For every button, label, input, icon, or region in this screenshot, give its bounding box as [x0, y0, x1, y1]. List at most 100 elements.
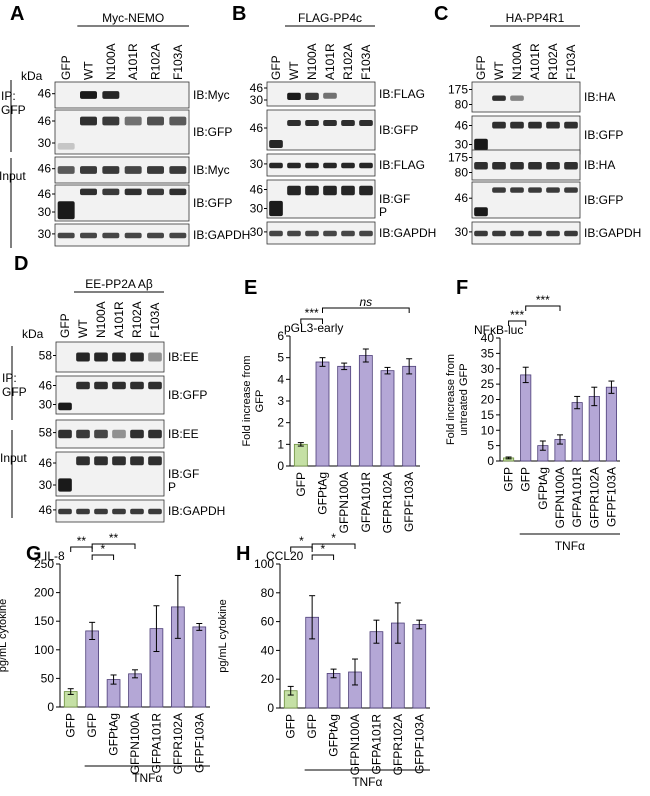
band: [102, 116, 120, 126]
blot-strip: [55, 451, 165, 497]
band: [510, 95, 524, 101]
significance-bracket: [508, 320, 527, 326]
band: [528, 230, 542, 237]
marker-label: 46: [38, 187, 52, 201]
band: [305, 162, 319, 169]
band: [124, 188, 142, 196]
lane-label: WT: [492, 61, 506, 80]
y-axis-label: Fold increase from: [241, 355, 253, 446]
lane-label: GFP: [59, 55, 73, 80]
band: [287, 162, 301, 169]
band: [76, 381, 90, 390]
ib-label: IB:GAPDH: [584, 226, 641, 240]
lane-label: GFP: [58, 313, 72, 338]
band: [528, 187, 542, 193]
band: [269, 230, 283, 237]
significance-label: ***: [305, 306, 319, 320]
ib-label: IB:Myc: [193, 88, 230, 102]
band: [112, 508, 126, 515]
y-tick-label: 80: [261, 586, 275, 600]
band: [305, 92, 319, 100]
lane-label: R102A: [341, 43, 355, 80]
x-tick-label: GFPN100A: [348, 714, 362, 775]
marker-label: 46: [250, 183, 264, 197]
band: [341, 185, 355, 196]
x-tick-label: GFPF103A: [412, 714, 426, 774]
band: [287, 185, 301, 196]
ib-label: IB:GF: [168, 467, 199, 481]
marker-label: 46: [39, 503, 53, 517]
band: [546, 121, 560, 129]
band: [546, 230, 560, 237]
x-tick-label: GFPF103A: [192, 713, 206, 773]
blot-strip: [55, 419, 165, 449]
marker-label: 30: [39, 478, 53, 492]
lane-label: WT: [82, 61, 96, 80]
significance-label: **: [77, 534, 87, 548]
ib-label: IB:GFP: [584, 193, 623, 207]
ib-label: IB:GAPDH: [379, 226, 436, 240]
x-tick-label: GFPtAg: [316, 472, 330, 515]
band: [148, 429, 162, 439]
x-tick-label: GFPtAg: [327, 714, 341, 757]
band: [564, 121, 578, 129]
y-tick-label: 50: [41, 671, 55, 685]
blot-header: EE-PP2A Aβ: [85, 277, 153, 291]
y-axis-label: untreated GFP: [458, 363, 470, 435]
band: [80, 188, 97, 196]
x-tick-label: GFP: [85, 713, 99, 738]
significance-bracket: [70, 546, 93, 552]
band: [341, 230, 355, 237]
band: [169, 166, 187, 174]
band: [287, 120, 301, 126]
marker-label: 80: [455, 98, 469, 112]
x-tick-label: GFPR102A: [587, 467, 601, 528]
marker-label: 30: [38, 205, 52, 219]
band: [102, 232, 120, 239]
band: [76, 456, 90, 466]
band: [492, 162, 506, 170]
band: [269, 200, 283, 217]
x-tick-label: GFP: [502, 467, 516, 492]
band: [94, 429, 108, 439]
marker-label: 30: [38, 227, 52, 241]
x-tick-label: GFPR102A: [171, 713, 185, 774]
marker-label: 46: [250, 121, 264, 135]
blot-strip: [54, 223, 190, 247]
ib-label: IB:Myc: [193, 163, 230, 177]
blot-strip: [471, 81, 581, 113]
significance-bracket: [91, 554, 115, 560]
band: [359, 162, 373, 169]
bar: [192, 626, 207, 708]
band: [94, 508, 108, 515]
bar: [520, 374, 532, 462]
significance-label: ns: [359, 295, 372, 309]
significance-label: ***: [510, 308, 524, 322]
band: [474, 162, 488, 170]
band: [474, 230, 488, 237]
band: [58, 429, 72, 439]
ib-label: IB:HA: [584, 158, 615, 172]
significance-label: *: [331, 531, 336, 545]
bar: [402, 365, 417, 467]
x-tick-label: GFPA101R: [570, 467, 584, 528]
blot-strip: [54, 109, 190, 155]
band: [124, 166, 142, 174]
band: [112, 352, 126, 362]
band: [528, 121, 542, 129]
y-tick-label: 5: [277, 351, 284, 365]
lane-label: A101R: [528, 43, 542, 80]
band: [102, 188, 120, 196]
lane-label: A101R: [112, 301, 126, 338]
marker-label: 30: [455, 138, 469, 152]
band: [112, 429, 126, 439]
ib-label: IB:FLAG: [379, 87, 425, 101]
y-tick-label: 0: [487, 454, 494, 468]
x-tick-label: GFPF103A: [402, 472, 416, 532]
band: [148, 352, 162, 362]
band: [124, 116, 142, 126]
lane-label: F103A: [564, 45, 578, 80]
y-tick-label: 35: [481, 346, 495, 360]
